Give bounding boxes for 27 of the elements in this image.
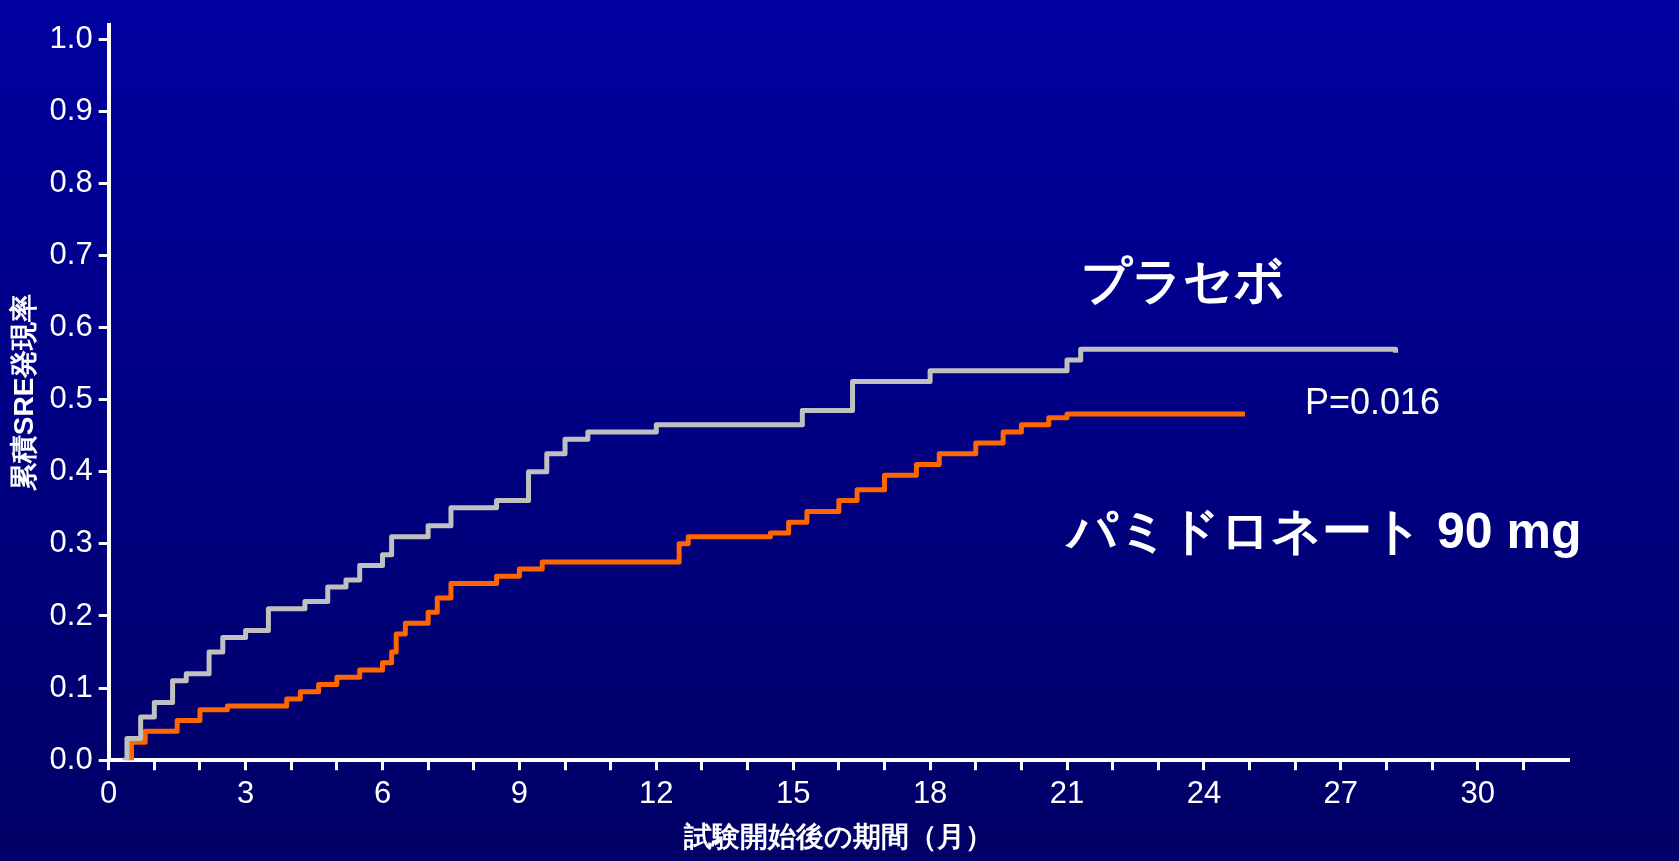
y-tick-label: 0.2	[49, 596, 93, 632]
y-tick-label: 0.8	[49, 163, 93, 199]
x-tick-label: 12	[639, 775, 674, 811]
x-tick-label: 27	[1323, 775, 1359, 811]
series-label: パミドロネート 90 mg	[1065, 502, 1582, 559]
x-axis-title: 試験開始後の期間（月）	[683, 820, 994, 852]
y-tick-label: 1.0	[49, 19, 93, 55]
x-tick-label: 21	[1049, 775, 1085, 811]
y-tick-label: 0.6	[49, 308, 93, 344]
x-tick-label: 18	[912, 775, 948, 811]
y-tick-label: 0.3	[49, 524, 93, 560]
y-axis-title: 累積SRE発現率	[7, 293, 39, 493]
x-tick-label: 3	[236, 775, 255, 811]
annotation: P=0.016	[1304, 380, 1441, 422]
y-tick-label: 0.9	[49, 91, 93, 127]
x-tick-label: 0	[100, 775, 118, 811]
series-label: プラセボ	[1080, 252, 1285, 309]
x-tick-label: 15	[775, 775, 811, 811]
x-tick-label: 30	[1460, 775, 1495, 811]
y-tick-label: 0.1	[49, 668, 93, 704]
x-tick-label: 9	[510, 775, 529, 811]
y-tick-label: 0.5	[49, 380, 93, 416]
y-tick-label: 0.4	[49, 452, 93, 488]
y-tick-label: 0.0	[49, 740, 93, 776]
x-tick-label: 24	[1186, 775, 1222, 811]
x-tick-label: 6	[373, 775, 392, 811]
y-tick-label: 0.7	[49, 235, 93, 271]
